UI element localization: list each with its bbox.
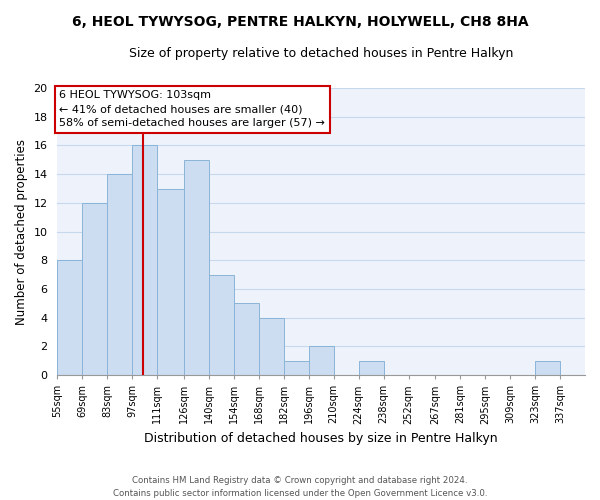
Bar [82, 203, 107, 375]
Bar [157, 188, 184, 375]
Bar [107, 174, 132, 375]
Text: 6, HEOL TYWYSOG, PENTRE HALKYN, HOLYWELL, CH8 8HA: 6, HEOL TYWYSOG, PENTRE HALKYN, HOLYWELL… [71, 15, 529, 29]
Bar [309, 346, 334, 375]
Bar [58, 260, 82, 375]
X-axis label: Distribution of detached houses by size in Pentre Halkyn: Distribution of detached houses by size … [145, 432, 498, 445]
Text: Contains HM Land Registry data © Crown copyright and database right 2024.
Contai: Contains HM Land Registry data © Crown c… [113, 476, 487, 498]
Text: 6 HEOL TYWYSOG: 103sqm
← 41% of detached houses are smaller (40)
58% of semi-det: 6 HEOL TYWYSOG: 103sqm ← 41% of detached… [59, 90, 325, 128]
Title: Size of property relative to detached houses in Pentre Halkyn: Size of property relative to detached ho… [129, 48, 514, 60]
Bar [535, 361, 560, 375]
Y-axis label: Number of detached properties: Number of detached properties [15, 138, 28, 324]
Bar [359, 361, 383, 375]
Bar [132, 146, 157, 375]
Bar [184, 160, 209, 375]
Bar [284, 361, 309, 375]
Bar [209, 274, 234, 375]
Bar [259, 318, 284, 375]
Bar [234, 304, 259, 375]
